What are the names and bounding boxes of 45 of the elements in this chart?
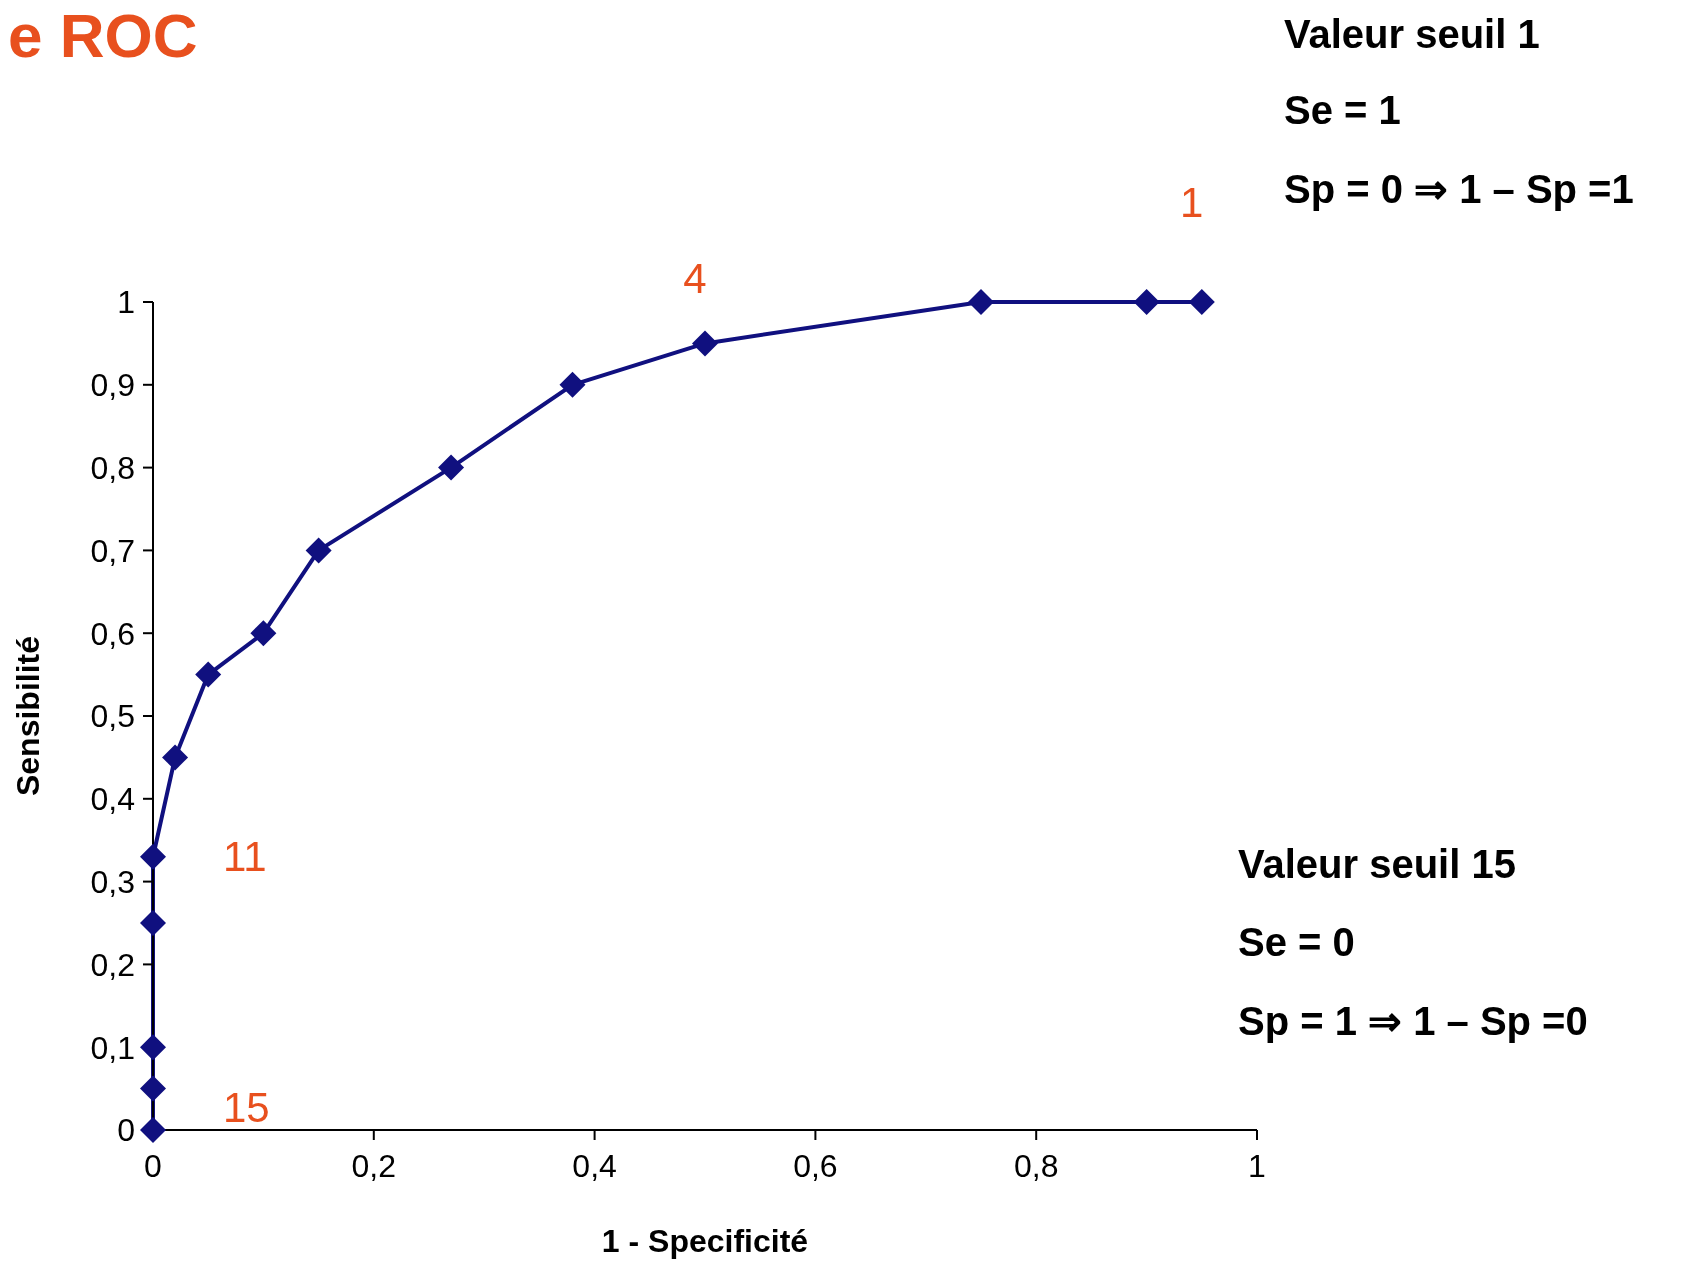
point [195,661,222,688]
point [559,371,586,398]
annotation: 11 [223,832,267,880]
y-tick-label: 0 [117,1112,135,1149]
point [140,843,166,870]
x-tick-label: 0 [144,1147,162,1184]
point [1188,289,1215,315]
point [968,289,994,315]
chart-title: e ROC [8,0,198,71]
point [305,537,332,564]
y-tick-label: 0,6 [90,615,135,652]
y-tick-label: 1 [117,284,135,321]
x-tick-label: 1 [1248,1147,1266,1184]
x-tick-label: 0,6 [793,1147,838,1184]
annotation: 1 [1180,179,1204,226]
point [140,1075,166,1102]
y-tick-label: 0,1 [90,1029,135,1066]
annotation: Valeur seuil 15 [1238,842,1516,887]
point [438,454,465,481]
y-tick-label: 0,8 [90,449,135,486]
text: Sp = 0 ⇒ 1 – Sp =1 [1284,166,1634,212]
point [250,620,277,647]
point [140,910,166,936]
point [140,1034,166,1061]
y-tick-label: 0,7 [90,532,135,569]
y-tick-label: 0,2 [90,946,135,983]
y-tick-label: 0,9 [90,367,135,404]
point [140,1117,166,1143]
point [162,744,189,771]
point [692,330,718,357]
y-tick-label: 0,5 [90,698,135,735]
point [1133,289,1160,315]
x-tick-label: 0,2 [351,1147,397,1184]
x-tick-label: 0,8 [1013,1147,1059,1184]
text: Valeur seuil 1 [1284,12,1540,57]
x-axis-title: 1 - Specificité [601,1223,809,1259]
x-tick-label: 0,4 [572,1147,617,1184]
annotation: 4 [683,255,707,303]
annotation: Sp = 1 ⇒ 1 – Sp =0 [1238,998,1588,1044]
y-tick-label: 0,4 [90,781,135,818]
y-tick-label: 0,3 [90,863,135,900]
annotation: Se = 0 [1238,920,1355,965]
text: Se = 1 [1284,88,1401,133]
y-axis-title: Sensibilité [10,635,47,797]
annotation: 15 [223,1084,270,1131]
